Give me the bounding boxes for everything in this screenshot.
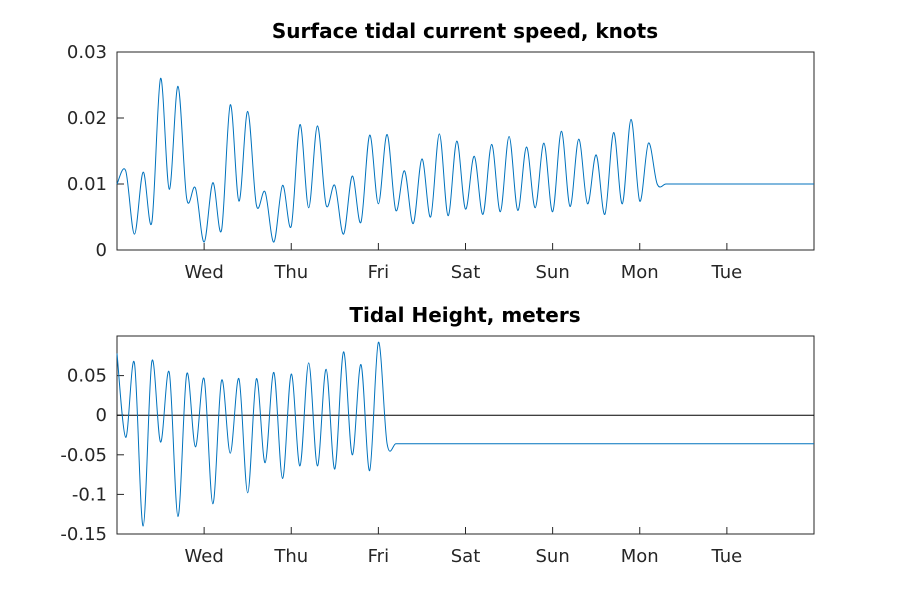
y-tick-label: -0.1 [72, 484, 107, 505]
y-tick-label: 0.03 [67, 42, 107, 63]
x-axis: Wed Thu Fri Sat Sun Mon Tue [185, 527, 743, 567]
tidal-height-series-line [116, 341, 814, 527]
x-tick-label: Sat [451, 546, 481, 567]
y-tick-label: 0.02 [67, 108, 107, 129]
x-tick-label: Tue [711, 546, 743, 567]
x-tick-label: Mon [621, 546, 659, 567]
chart-title: Tidal Height, meters [349, 303, 580, 327]
y-tick-label: 0.01 [67, 174, 107, 195]
x-tick-label: Sun [536, 546, 570, 567]
y-axis: 0 0.01 0.02 0.03 [67, 42, 124, 261]
x-tick-label: Mon [621, 262, 659, 283]
x-tick-label: Fri [368, 262, 389, 283]
plot-area [116, 51, 815, 251]
x-axis: Wed Thu Fri Sat Sun Mon Tue [185, 243, 743, 283]
y-tick-label: -0.15 [60, 524, 107, 545]
current-speed-series-line [116, 77, 814, 243]
x-tick-label: Sun [536, 262, 570, 283]
current-speed-chart: Surface tidal current speed, knots 0 0.01… [67, 19, 815, 283]
x-tick-label: Thu [273, 262, 308, 283]
x-tick-label: Sat [451, 262, 481, 283]
y-tick-label: 0.05 [67, 366, 107, 387]
y-tick-label: 0 [96, 240, 107, 261]
x-tick-label: Wed [185, 546, 224, 567]
x-tick-label: Thu [273, 546, 308, 567]
x-tick-label: Wed [185, 262, 224, 283]
chart-title: Surface tidal current speed, knots [272, 19, 658, 43]
y-axis: -0.15 -0.1 -0.05 0 0.05 [60, 366, 124, 545]
y-tick-label: -0.05 [60, 445, 107, 466]
x-tick-label: Fri [368, 546, 389, 567]
x-tick-label: Tue [711, 262, 743, 283]
y-tick-label: 0 [96, 405, 107, 426]
tidal-height-chart: Tidal Height, meters -0.15 -0.1 -0.05 0 0.05… [60, 303, 815, 567]
plot-area [116, 335, 815, 535]
